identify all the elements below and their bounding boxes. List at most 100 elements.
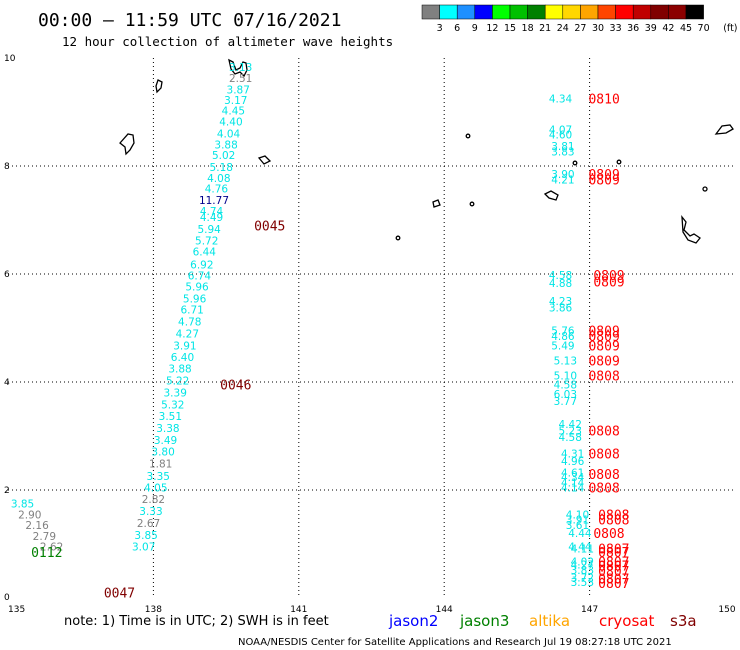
time-label: 0807 xyxy=(598,555,629,570)
footer-credit: NOAA/NESDIS Center for Satellite Applica… xyxy=(238,637,672,648)
island-shape xyxy=(228,58,248,78)
time-label: 0807 xyxy=(598,546,629,561)
chart-subtitle: 12 hour collection of altimeter wave hei… xyxy=(62,34,393,49)
wave-height-value: 5.32 xyxy=(161,400,184,412)
y-tick-label: 8 xyxy=(4,162,10,172)
island-shape xyxy=(432,199,441,208)
island-shape xyxy=(681,214,701,244)
wave-height-value: 3.80 xyxy=(151,447,174,459)
wave-height-value: 4.96 xyxy=(561,456,585,468)
time-label: 0807 xyxy=(598,542,629,557)
x-tick-label: 144 xyxy=(436,605,453,615)
wave-height-value: 4.04 xyxy=(217,129,241,141)
colorbar-label: 39 xyxy=(645,23,657,34)
wave-height-value: 2.16 xyxy=(25,520,49,532)
time-label: 0808 xyxy=(588,481,619,496)
wave-height-value: 3.35 xyxy=(147,471,170,483)
chart-title: 00:00 – 11:59 UTC 07/16/2021 xyxy=(38,10,341,31)
wave-height-value: 2.67 xyxy=(137,518,160,530)
time-label: 0045 xyxy=(254,219,285,234)
legend-item-cryosat: cryosat xyxy=(599,612,654,630)
time-label: 0807 xyxy=(598,560,629,575)
wave-height-value: 3.72 xyxy=(571,572,594,584)
wave-height-value: 4.58 xyxy=(559,432,582,444)
wave-height-value: 6.40 xyxy=(171,352,194,364)
wave-height-value: 4.61 xyxy=(561,468,584,480)
wave-height-value: 4.10 xyxy=(566,509,589,521)
legend: jason2 jason3 altika cryosat s3a xyxy=(388,612,697,630)
wave-height-value: 5.18 xyxy=(210,162,233,174)
time-label: 0809 xyxy=(588,339,619,354)
wave-height-value: 5.10 xyxy=(554,371,577,383)
wave-height-value: 4.88 xyxy=(549,278,572,290)
wave-height-value: 3.83 xyxy=(571,565,594,577)
time-label: 0807 xyxy=(598,573,629,588)
colorbar-label: 6 xyxy=(454,23,460,34)
colorbar-label: (ft) xyxy=(723,23,737,34)
wave-height-value: 4.14 xyxy=(561,477,585,489)
wave-height-value: 4.44 xyxy=(568,542,592,554)
colorbar-label: 3 xyxy=(437,23,443,34)
time-label: 0809 xyxy=(593,269,624,284)
colorbar-swatch xyxy=(439,4,458,20)
wave-height-value: 5.96 xyxy=(183,293,207,305)
colorbar-label: 70 xyxy=(698,23,710,34)
legend-item-jason3: jason3 xyxy=(459,612,509,630)
wave-height-value: 3.90 xyxy=(551,169,574,181)
axis-ticks: 135 138 141 144 147 150 0 2 4 6 8 10 xyxy=(4,54,736,615)
wave-height-value: 5.94 xyxy=(197,224,221,236)
colorbar-swatch xyxy=(597,4,616,20)
time-label: 0807 xyxy=(598,565,629,580)
x-tick-label: 150 xyxy=(718,605,735,615)
wave-height-value: 1.81 xyxy=(149,459,172,471)
wave-height-value: 4.02 xyxy=(571,556,594,568)
y-tick-label: 4 xyxy=(4,378,10,388)
colorbar-swatch xyxy=(685,4,704,20)
colorbar-swatch xyxy=(562,4,581,20)
wave-height-value: 2.90 xyxy=(18,509,41,521)
wave-height-value: 3.33 xyxy=(139,506,162,518)
coastline-group xyxy=(119,58,734,244)
colorbar-label: 15 xyxy=(504,23,516,34)
colorbar-swatch xyxy=(580,4,599,20)
island-shape xyxy=(395,235,401,241)
wave-height-value: 3.53 xyxy=(571,577,594,589)
time-label: 0808 xyxy=(588,447,619,462)
wave-height-value: 3.83 xyxy=(551,146,574,158)
wave-height-value: 3.38 xyxy=(156,423,179,435)
colorbar-swatch xyxy=(474,4,493,20)
island-shape xyxy=(465,133,471,139)
island-shape xyxy=(119,133,135,156)
time-label: 0810 xyxy=(588,93,619,108)
colorbar-swatch xyxy=(544,4,564,20)
colorbar-label: 36 xyxy=(627,23,639,34)
wave-height-value: 6.44 xyxy=(193,246,217,258)
wave-height-value: 4.21 xyxy=(551,175,574,187)
wave-height-value: 3.13 xyxy=(229,62,252,74)
wave-height-value: 4.74 xyxy=(200,206,224,218)
island-shape xyxy=(257,155,272,165)
wave-height-value: 5.22 xyxy=(166,375,189,387)
time-labels: 0045004600470112081008090809080908090809… xyxy=(31,93,629,602)
colorbar-swatch xyxy=(668,4,687,20)
legend-item-altika: altika xyxy=(529,612,570,630)
colorbar-swatch xyxy=(421,4,440,20)
island-shape xyxy=(469,201,475,207)
wave-height-value: 3.85 xyxy=(11,499,34,511)
colorbar-swatch xyxy=(492,4,511,20)
wave-height-value: 4.27 xyxy=(571,560,594,572)
colorbar-label: 24 xyxy=(557,23,569,34)
colorbar-label: 42 xyxy=(662,23,674,34)
legend-item-s3a: s3a xyxy=(670,612,697,630)
time-label: 0809 xyxy=(588,174,619,189)
wave-height-value: 3.91 xyxy=(566,515,589,527)
wave-height-value: 4.86 xyxy=(551,331,575,343)
island-shape xyxy=(155,79,163,94)
island-shape xyxy=(702,186,708,192)
wave-height-value: 6.71 xyxy=(180,305,203,317)
wave-height-value: 4.34 xyxy=(549,94,573,106)
wave-height-value: 3.81 xyxy=(551,141,574,153)
colorbar-swatch xyxy=(509,4,528,20)
wave-height-value: 3.86 xyxy=(549,302,573,314)
